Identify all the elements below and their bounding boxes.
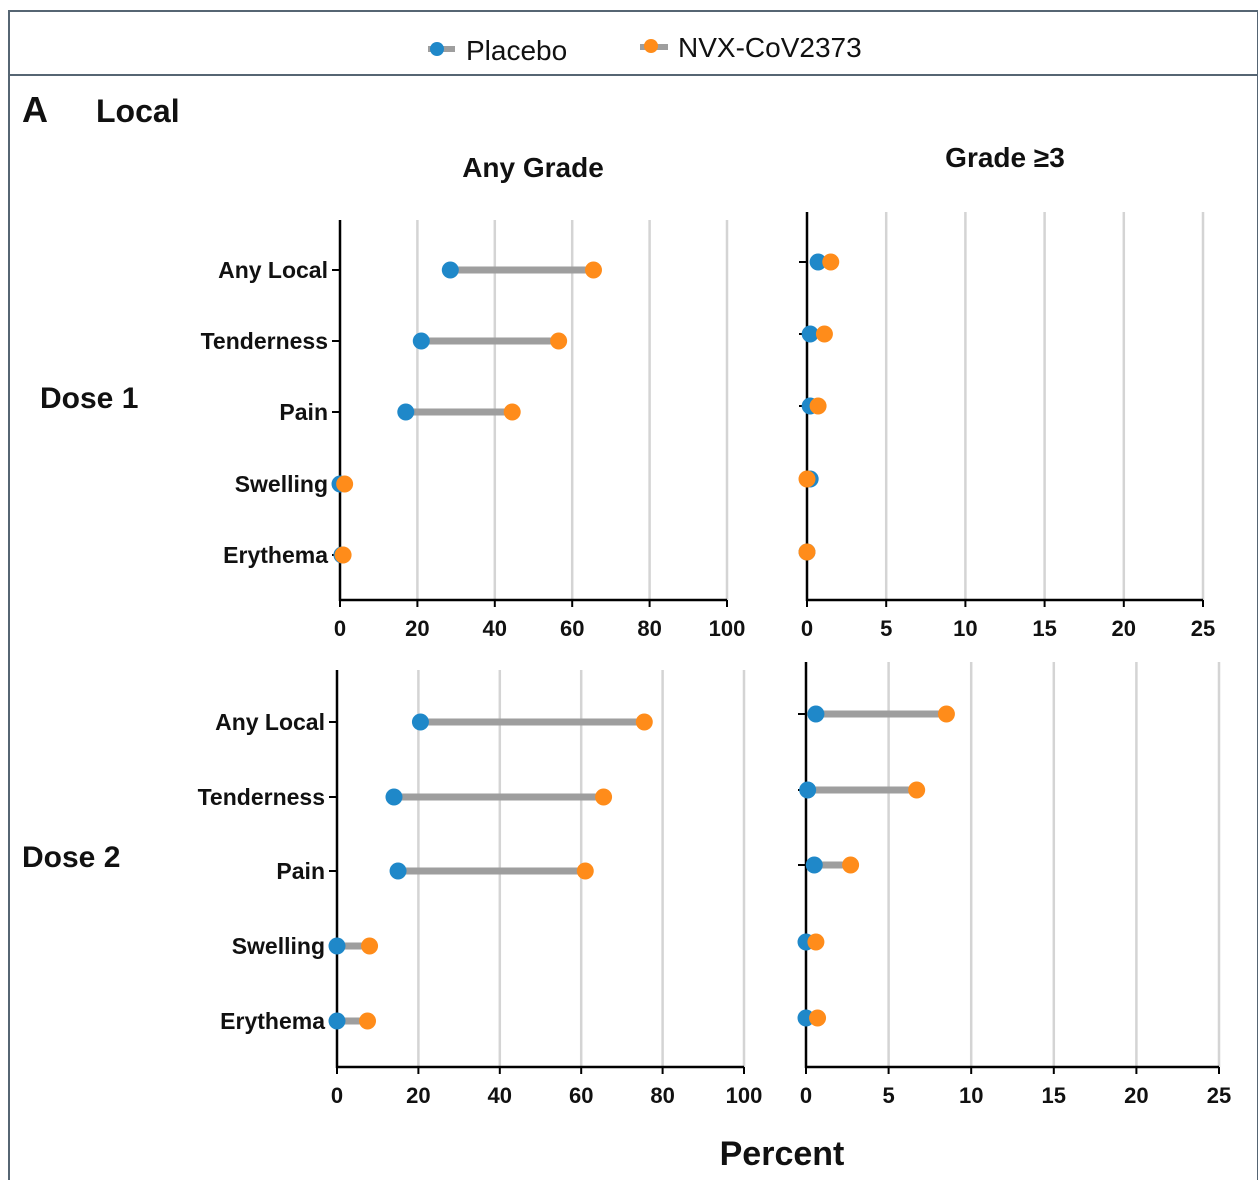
row-title-dose-1: Dose 1 — [40, 382, 138, 415]
point-placebo-dose-2-grade-3-pain — [805, 856, 823, 874]
point-placebo-dose-2-any-grade-pain — [389, 862, 407, 880]
legend-vaccine-swatch-dot — [644, 39, 658, 53]
category-label-dose-1-any-grade-pain: Pain — [279, 399, 328, 425]
x-tick-label-dose-1-grade-3-3: 15 — [1032, 616, 1056, 641]
panel-dose-2-grade-3: 0 5 10 15 20 25 — [797, 662, 1231, 1108]
legend-placebo-label: Placebo — [466, 35, 567, 66]
x-tick-label-dose-2-any-grade-1: 20 — [406, 1083, 430, 1108]
category-label-dose-2-any-grade-tenderness: Tenderness — [198, 784, 325, 810]
x-tick-label-dose-2-grade-3-2: 10 — [959, 1083, 983, 1108]
panel-dose-1-grade-3: 0 5 10 15 20 25 — [798, 212, 1215, 641]
row-title-dose-2: Dose 2 — [22, 841, 120, 874]
point-vaccine-dose-1-grade-3-pain — [809, 397, 827, 415]
x-tick-label-dose-1-any-grade-5: 100 — [709, 616, 746, 641]
x-tick-label-dose-1-grade-3-0: 0 — [801, 616, 813, 641]
point-placebo-dose-1-any-grade-any-local — [441, 261, 459, 279]
point-vaccine-dose-1-grade-3-any-local — [822, 253, 840, 271]
x-tick-label-dose-2-grade-3-5: 25 — [1207, 1083, 1231, 1108]
point-placebo-dose-1-any-grade-pain — [397, 403, 415, 421]
point-placebo-dose-1-grade-3-tenderness — [801, 325, 819, 343]
point-placebo-dose-1-any-grade-tenderness — [412, 332, 430, 350]
figure-frame — [8, 10, 1258, 1180]
x-tick-label-dose-1-any-grade-4: 80 — [637, 616, 661, 641]
x-tick-label-dose-2-any-grade-4: 80 — [650, 1083, 674, 1108]
point-placebo-dose-2-grade-3-any-local — [807, 705, 825, 723]
category-label-dose-2-any-grade-pain: Pain — [276, 858, 325, 884]
x-tick-label-dose-1-grade-3-4: 20 — [1112, 616, 1136, 641]
point-vaccine-dose-2-grade-3-any-local — [937, 705, 955, 723]
x-tick-label-dose-1-grade-3-1: 5 — [880, 616, 892, 641]
point-vaccine-dose-1-any-grade-tenderness — [550, 332, 568, 350]
x-tick-label-dose-2-any-grade-3: 60 — [569, 1083, 593, 1108]
category-label-dose-1-any-grade-erythema: Erythema — [223, 542, 328, 568]
point-vaccine-dose-2-grade-3-pain — [842, 856, 860, 874]
x-tick-label-dose-2-grade-3-3: 15 — [1042, 1083, 1066, 1108]
column-title-grade-3: Grade ≥3 — [945, 142, 1065, 173]
point-vaccine-dose-1-any-grade-any-local — [584, 261, 602, 279]
x-tick-label-dose-2-grade-3-1: 5 — [882, 1083, 894, 1108]
x-axis-label: Percent — [720, 1135, 845, 1173]
x-tick-label-dose-1-any-grade-1: 20 — [405, 616, 429, 641]
legend-item-placebo: Placebo — [428, 35, 567, 66]
point-vaccine-dose-1-grade-3-erythema — [798, 543, 816, 561]
x-tick-label-dose-1-any-grade-0: 0 — [334, 616, 346, 641]
legend: Placebo NVX-CoV2373 — [428, 32, 862, 66]
x-tick-label-dose-2-any-grade-0: 0 — [331, 1083, 343, 1108]
x-tick-label-dose-2-grade-3-4: 20 — [1124, 1083, 1148, 1108]
category-label-dose-1-any-grade-swelling: Swelling — [235, 471, 328, 497]
legend-item-vaccine: NVX-CoV2373 — [640, 32, 862, 63]
point-vaccine-dose-1-any-grade-swelling — [336, 475, 354, 493]
x-tick-label-dose-2-any-grade-5: 100 — [726, 1083, 763, 1108]
x-tick-label-dose-1-any-grade-3: 60 — [560, 616, 584, 641]
panel-letter: A — [22, 89, 48, 130]
legend-placebo-swatch-dot — [430, 42, 444, 56]
point-vaccine-dose-1-any-grade-erythema — [334, 546, 352, 564]
x-tick-label-dose-2-grade-3-0: 0 — [800, 1083, 812, 1108]
point-vaccine-dose-1-any-grade-pain — [503, 403, 521, 421]
point-placebo-dose-1-grade-3-any-local — [809, 253, 827, 271]
column-title-any-grade: Any Grade — [462, 152, 604, 183]
point-vaccine-dose-2-grade-3-swelling — [807, 933, 825, 951]
point-placebo-dose-2-any-grade-swelling — [328, 937, 346, 955]
point-vaccine-dose-1-grade-3-tenderness — [815, 325, 833, 343]
point-vaccine-dose-2-grade-3-tenderness — [908, 781, 926, 799]
category-label-dose-2-any-grade-erythema: Erythema — [220, 1008, 325, 1034]
point-vaccine-dose-2-any-grade-swelling — [361, 937, 379, 955]
category-label-dose-1-any-grade-any-local: Any Local — [218, 257, 328, 283]
point-placebo-dose-2-grade-3-tenderness — [799, 781, 817, 799]
point-vaccine-dose-2-any-grade-tenderness — [595, 788, 613, 806]
x-tick-label-dose-1-any-grade-2: 40 — [483, 616, 507, 641]
point-placebo-dose-2-any-grade-erythema — [328, 1012, 346, 1030]
x-tick-label-dose-1-grade-3-2: 10 — [953, 616, 977, 641]
point-vaccine-dose-2-any-grade-pain — [576, 862, 594, 880]
point-vaccine-dose-2-grade-3-erythema — [809, 1009, 827, 1027]
category-label-dose-1-any-grade-tenderness: Tenderness — [201, 328, 328, 354]
point-vaccine-dose-1-grade-3-swelling — [798, 470, 816, 488]
category-label-dose-2-any-grade-swelling: Swelling — [232, 933, 325, 959]
x-tick-label-dose-2-any-grade-2: 40 — [488, 1083, 512, 1108]
legend-vaccine-label: NVX-CoV2373 — [678, 32, 862, 63]
point-vaccine-dose-2-any-grade-erythema — [359, 1012, 377, 1030]
category-label-dose-2-any-grade-any-local: Any Local — [215, 709, 325, 735]
x-tick-label-dose-1-grade-3-5: 25 — [1191, 616, 1215, 641]
point-placebo-dose-2-any-grade-any-local — [411, 713, 429, 731]
panel-title: Local — [96, 93, 180, 129]
panel-dose-2-any-grade: 0 20 40 60 80 100 Any Local Tenderness Pain Swell… — [198, 670, 763, 1108]
panel-dose-1-any-grade: 0 20 40 60 80 100 Any Local Tenderness Pain Swell… — [201, 220, 746, 641]
point-placebo-dose-2-any-grade-tenderness — [385, 788, 403, 806]
point-vaccine-dose-2-any-grade-any-local — [635, 713, 653, 731]
